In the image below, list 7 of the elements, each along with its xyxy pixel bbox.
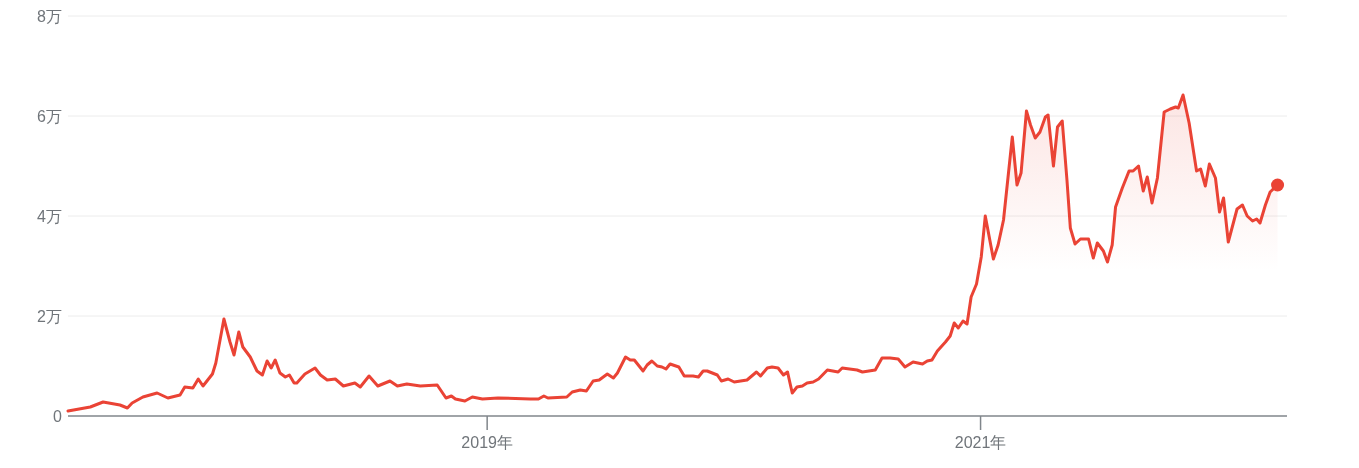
y-tick-label: 8万 xyxy=(37,7,62,25)
y-tick-label: 6万 xyxy=(37,107,62,125)
x-tick-label: 2021年 xyxy=(954,434,1007,451)
y-tick-label: 2万 xyxy=(37,307,62,325)
x-tick-label: 2019年 xyxy=(461,434,513,451)
y-tick-label: 0 xyxy=(53,407,63,425)
y-tick-label: 4万 xyxy=(37,207,62,225)
